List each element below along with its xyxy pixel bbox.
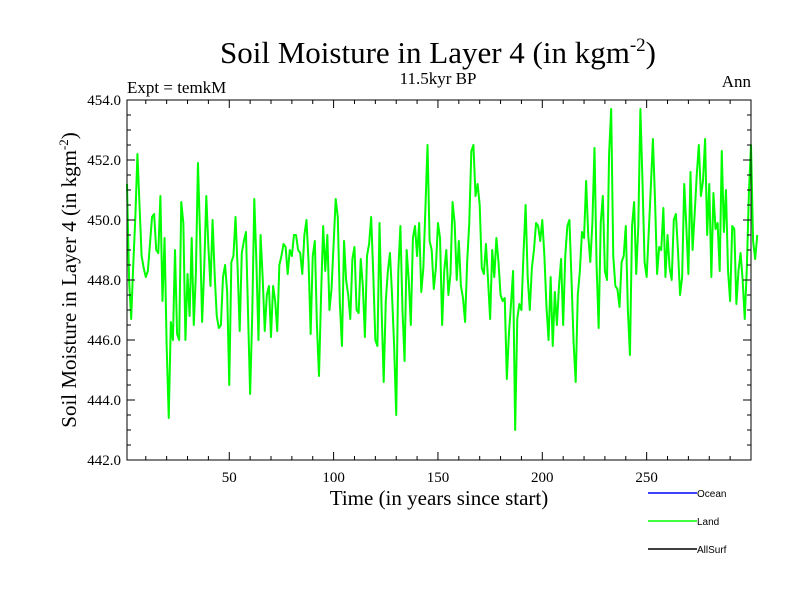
plot-area: 50 100 150 200 250 442.0 444.0 446.0 448.0 450.0…: [87, 93, 759, 486]
y-tick-label: 442.0: [87, 453, 121, 469]
x-tick-label: 250: [635, 470, 658, 486]
svg-text:Soil Moisture in Layer 4 (in k: Soil Moisture in Layer 4 (in kgm-2): [220, 35, 656, 70]
legend-item-allsurf: AllSurf: [648, 545, 727, 556]
y-tick-label: 452.0: [87, 153, 121, 169]
legend-label-land: Land: [697, 517, 719, 528]
plot-frame: [126, 99, 752, 461]
title-main: Soil Moisture in Layer 4 (in kgm: [220, 35, 630, 70]
x-tick-label: 100: [322, 470, 345, 486]
legend: Ocean Land AllSurf: [648, 489, 727, 556]
y-axis-label: Soil Moisture in Layer 4 (in kgm-2): [56, 132, 81, 427]
y-tick-label: 448.0: [87, 273, 121, 289]
y-axis-tick-labels: 442.0 444.0 446.0 448.0 450.0 452.0 454.0: [87, 93, 121, 469]
legend-label-ocean: Ocean: [697, 489, 726, 500]
axis-ticks: [127, 99, 751, 461]
series-group: [126, 108, 759, 431]
legend-item-ocean: Ocean: [648, 489, 726, 500]
x-tick-label: 50: [222, 470, 237, 486]
legend-label-allsurf: AllSurf: [697, 545, 727, 556]
y-tick-label: 444.0: [87, 393, 121, 409]
y-tick-label: 454.0: [87, 93, 121, 109]
chart-subtitle: 11.5kyr BP: [400, 69, 477, 88]
x-axis-tick-labels: 50 100 150 200 250: [222, 470, 658, 486]
chart-title: Soil Moisture in Layer 4 (in kgm-2): [220, 35, 656, 70]
x-axis-label: Time (in years since start): [330, 486, 549, 510]
series-line-land: [126, 108, 759, 431]
season-label: Ann: [722, 72, 752, 91]
y-tick-label: 450.0: [87, 213, 121, 229]
x-tick-label: 150: [427, 470, 450, 486]
y-axis-label-main: Soil Moisture in Layer 4 (in kgm: [57, 150, 81, 428]
title-close: ): [646, 35, 656, 70]
legend-item-land: Land: [648, 517, 719, 528]
title-superscript: -2: [630, 35, 646, 56]
y-axis-label-close: ): [57, 132, 81, 139]
experiment-label: Expt = temkM: [127, 78, 226, 97]
y-tick-label: 446.0: [87, 333, 121, 349]
y-axis-label-superscript: -2: [56, 139, 71, 150]
x-tick-label: 200: [531, 470, 554, 486]
